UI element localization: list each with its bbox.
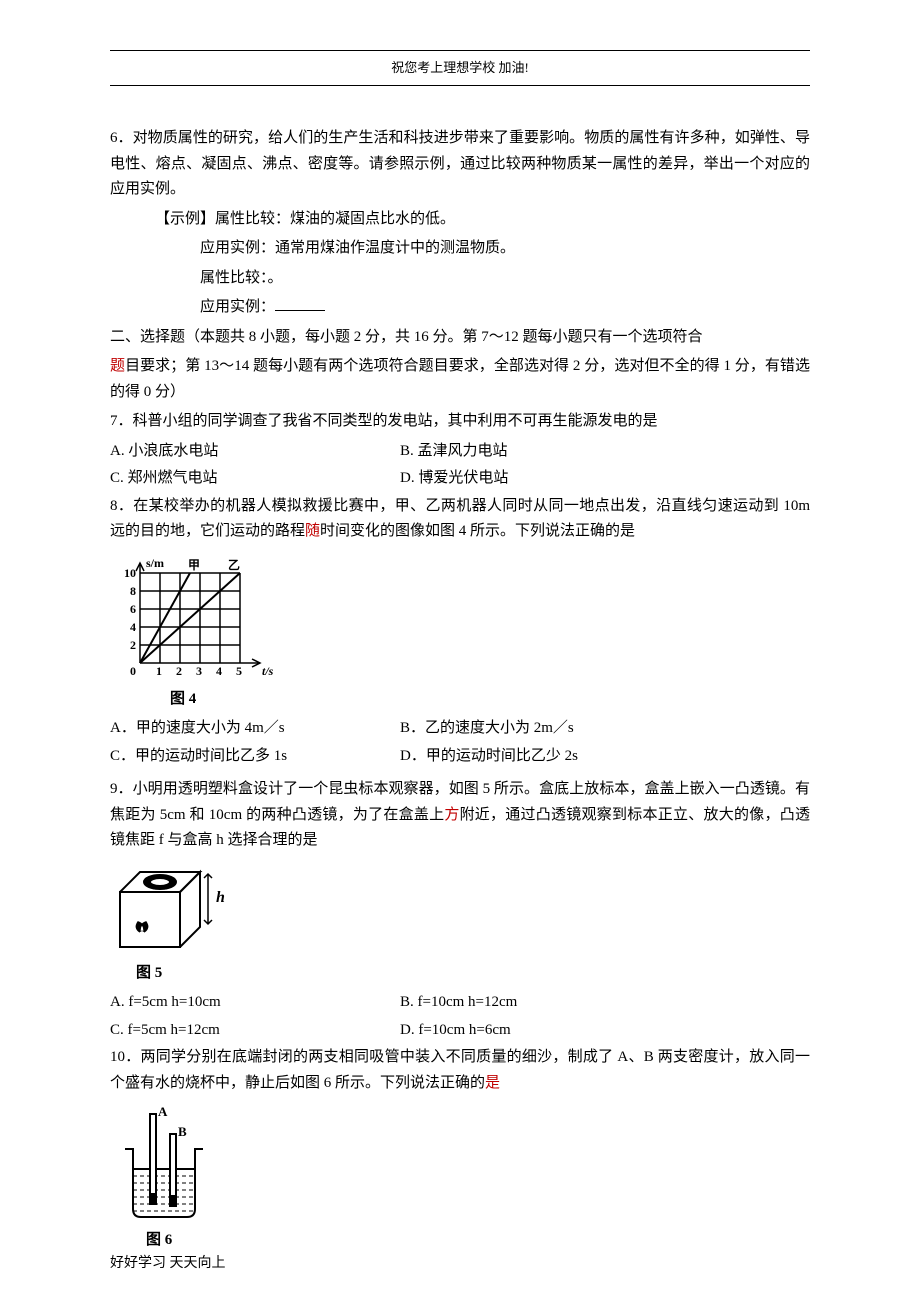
svg-text:5: 5 — [236, 664, 242, 678]
q7-option-d[interactable]: D. 博爱光伏电站 — [400, 466, 810, 492]
q6-answer-prop: 属性比较：。 — [110, 266, 810, 292]
q6-answer-app: 应用实例： — [110, 295, 810, 321]
q9-option-a[interactable]: A. f=5cm h=10cm — [110, 990, 400, 1016]
page-header: 祝您考上理想学校 加油! — [110, 57, 810, 79]
q9-option-c[interactable]: C. f=5cm h=12cm — [110, 1018, 400, 1044]
q7-option-b[interactable]: B. 孟津风力电站 — [400, 439, 810, 465]
svg-text:1: 1 — [156, 664, 162, 678]
page-footer: 好好学习 天天向上 — [110, 1252, 226, 1276]
q10-caption: 图 6 — [110, 1228, 810, 1254]
q8-option-b[interactable]: B．乙的速度大小为 2m／s — [400, 716, 810, 742]
q6-stem: 6．对物质属性的研究，给人们的生产生活和科技进步带来了重要影响。物质的属性有许多… — [110, 126, 810, 203]
q10-stem: 10．两同学分别在底端封闭的两支相同吸管中装入不同质量的细沙，制成了 A、B 两… — [110, 1045, 810, 1096]
svg-text:B: B — [178, 1124, 187, 1139]
q8-option-a[interactable]: A．甲的速度大小为 4m／s — [110, 716, 400, 742]
section2-title-line1: 二、选择题（本题共 8 小题，每小题 2 分，共 16 分。第 7～12 题每小… — [110, 325, 810, 351]
q6-answer-app-label: 应用实例： — [200, 299, 275, 315]
q7-option-c[interactable]: C. 郑州燃气电站 — [110, 466, 400, 492]
red-char-fang: 方 — [444, 807, 459, 823]
header-rule — [110, 85, 810, 86]
q9-stem: 9．小明用透明塑料盒设计了一个昆虫标本观察器，如图 5 所示。盒底上放标本，盒盖… — [110, 777, 810, 854]
q6-example-prop: 【示例】属性比较：煤油的凝固点比水的低。 — [110, 207, 810, 233]
svg-text:s/m: s/m — [146, 556, 164, 570]
svg-text:t/s: t/s — [262, 664, 274, 678]
q10-figure: A B 图 6 — [110, 1104, 810, 1254]
svg-text:2: 2 — [176, 664, 182, 678]
q8-option-d[interactable]: D．甲的运动时间比乙少 2s — [400, 744, 810, 770]
svg-text:10: 10 — [124, 566, 136, 580]
q9-caption: 图 5 — [110, 961, 810, 987]
q7-stem: 7．科普小组的同学调查了我省不同类型的发电站，其中利用不可再生能源发电的是 — [110, 409, 810, 435]
red-char-sui: 随 — [305, 523, 320, 539]
q9-option-d[interactable]: D. f=10cm h=6cm — [400, 1018, 810, 1044]
q9-figure: h 图 5 — [110, 862, 810, 987]
top-rule — [110, 50, 810, 51]
q8-stem: 8．在某校举办的机器人模拟救援比赛中，甲、乙两机器人同时从同一地点出发，沿直线匀… — [110, 494, 810, 545]
svg-text:A: A — [158, 1104, 168, 1119]
q8-stem-c: 时间变化的图像如图 4 所示。下列说法正确的是 — [320, 523, 635, 539]
svg-text:甲: 甲 — [188, 558, 200, 572]
svg-text:4: 4 — [216, 664, 222, 678]
q8-option-c[interactable]: C．甲的运动时间比乙多 1s — [110, 744, 400, 770]
svg-text:h: h — [216, 889, 225, 906]
q8-figure: s/m t/s 甲 乙 10 8 6 4 2 0 1 2 3 4 5 图 4 — [110, 553, 810, 713]
red-char-shi: 是 — [485, 1075, 500, 1091]
q8-caption: 图 4 — [110, 687, 810, 713]
section2-title-line2: 题目要求；第 13～14 题每小题有两个选项符合题目要求，全部选对得 2 分，选… — [110, 354, 810, 405]
svg-text:6: 6 — [130, 602, 136, 616]
q7-option-a[interactable]: A. 小浪底水电站 — [110, 439, 400, 465]
q9-option-b[interactable]: B. f=10cm h=12cm — [400, 990, 810, 1016]
svg-text:0: 0 — [130, 664, 136, 678]
section2-rest: 目要求；第 13～14 题每小题有两个选项符合题目要求，全部选对得 2 分，选对… — [110, 358, 810, 400]
q6-example-app: 应用实例：通常用煤油作温度计中的测温物质。 — [110, 236, 810, 262]
q10-stem-a: 10．两同学分别在底端封闭的两支相同吸管中装入不同质量的细沙，制成了 A、B 两… — [110, 1049, 810, 1091]
fill-blank[interactable] — [275, 295, 325, 311]
svg-text:4: 4 — [130, 620, 136, 634]
svg-text:2: 2 — [130, 638, 136, 652]
svg-text:3: 3 — [196, 664, 202, 678]
svg-text:乙: 乙 — [228, 558, 240, 572]
svg-text:8: 8 — [130, 584, 136, 598]
red-char-ti: 题 — [110, 358, 125, 374]
